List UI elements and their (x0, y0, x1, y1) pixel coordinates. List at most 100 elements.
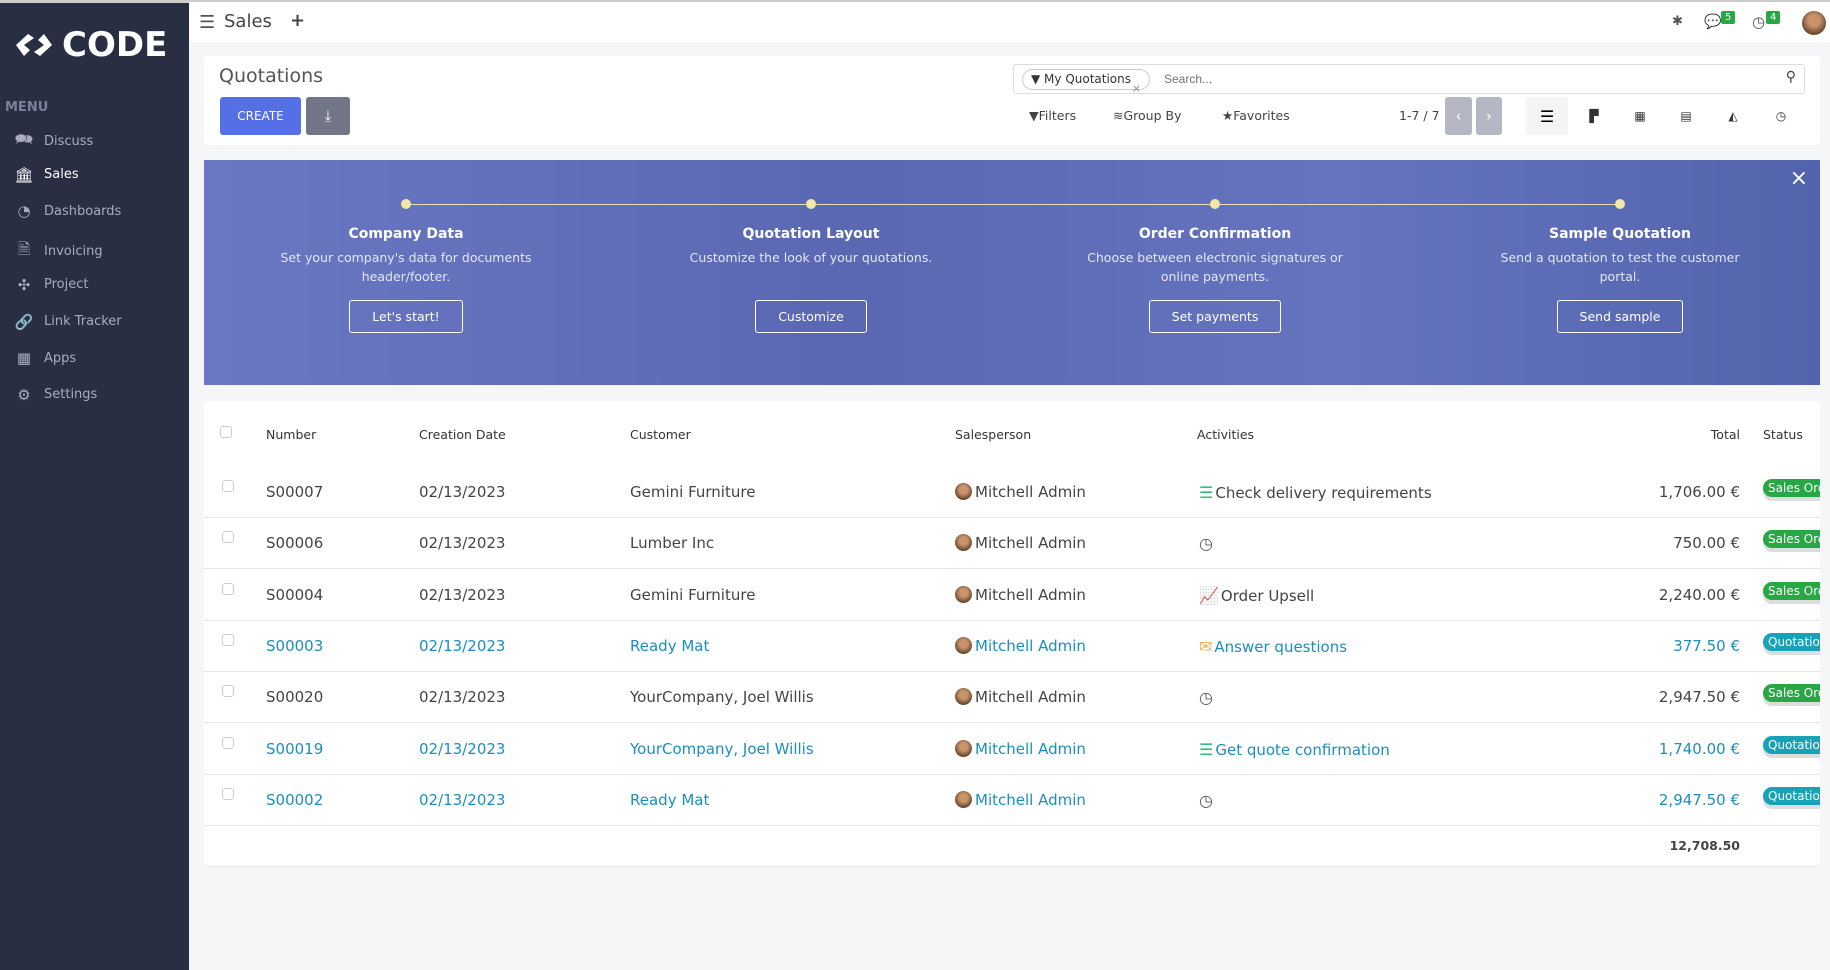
debug-bug-icon[interactable]: ✱ (1672, 14, 1683, 29)
cell-salesperson: Mitchell Admin (975, 585, 1086, 604)
logo[interactable]: CODE (14, 25, 167, 65)
search-input[interactable] (1164, 69, 1764, 89)
cell-date: 02/13/2023 (419, 790, 506, 809)
sidebar-item-link-tracker[interactable]: 🔗 Link Tracker (14, 313, 122, 331)
search-facet[interactable]: ▼ My Quotations × (1022, 69, 1151, 95)
remove-facet-icon[interactable]: × (1131, 82, 1142, 95)
header-status[interactable]: Status (1763, 427, 1803, 442)
graph-view-icon[interactable]: ◭ (1728, 109, 1738, 123)
cell-total: 750.00 € (1673, 534, 1740, 553)
row-checkbox[interactable] (222, 531, 234, 544)
header-creation-date[interactable]: Creation Date (419, 427, 506, 442)
calendar-view-icon[interactable]: ▦ (1634, 109, 1646, 123)
clock-icon[interactable]: ◷ (1199, 790, 1213, 810)
create-button[interactable]: CREATE (220, 97, 301, 135)
sidebar-item-sales[interactable]: 🏛 Sales (14, 165, 78, 184)
onboarding-step: Company Data Set your company's data for… (276, 204, 536, 333)
step-title: Company Data (348, 226, 464, 242)
app-title: Sales (224, 11, 272, 32)
step-button[interactable]: Customize (755, 300, 867, 333)
list-view-icon[interactable]: ☰ (1526, 97, 1568, 135)
sidebar: CODE MENU 🗪 Discuss 🏛 Sales ◔ Dashboards… (0, 0, 189, 970)
row-checkbox[interactable] (222, 633, 234, 646)
cell-customer[interactable]: YourCompany, Joel Willis (630, 688, 814, 707)
cell-activity[interactable]: Answer questions (1214, 637, 1348, 656)
close-banner-icon[interactable]: × (1789, 166, 1808, 191)
kanban-view-icon[interactable]: ▛ (1589, 109, 1599, 123)
sidebar-item-discuss[interactable]: 🗪 Discuss (14, 129, 94, 154)
table-row[interactable]: S00003 02/13/2023 Ready Mat Mitchell Adm… (204, 621, 1820, 672)
cell-number: S00004 (266, 585, 324, 604)
clock-icon[interactable]: ◷ (1199, 534, 1213, 554)
pager-previous-button[interactable]: ‹ (1445, 97, 1472, 135)
cell-activity[interactable]: Get quote confirmation (1215, 740, 1390, 759)
table-row[interactable]: S00019 02/13/2023 YourCompany, Joel Will… (204, 724, 1820, 775)
row-checkbox[interactable] (222, 736, 234, 749)
step-button[interactable]: Send sample (1556, 300, 1684, 333)
cell-date: 02/13/2023 (419, 636, 506, 655)
onboarding-step: Quotation Layout Customize the look of y… (681, 204, 941, 333)
tasks-icon[interactable]: ☰ (1199, 483, 1214, 502)
row-checkbox[interactable] (222, 480, 234, 492)
search-icon[interactable]: ⚲ (1785, 69, 1796, 85)
header-activities[interactable]: Activities (1197, 427, 1255, 442)
invoice-icon: 🗎 (17, 240, 31, 259)
sidebar-item-settings[interactable]: ⚙ Settings (14, 386, 97, 404)
download-button[interactable]: ⤓ (306, 97, 350, 135)
table-row[interactable]: S00007 02/13/2023 Gemini Furniture Mitch… (204, 467, 1820, 518)
activities-clock-icon[interactable]: ◷ (1752, 13, 1766, 31)
envelope-icon[interactable]: ✉ (1199, 636, 1213, 656)
filters-button[interactable]: ▼Filters (1029, 108, 1076, 123)
table-footer-divider (204, 866, 1820, 867)
favorites-button[interactable]: ★Favorites (1222, 108, 1290, 123)
user-avatar[interactable] (1802, 11, 1826, 35)
step-button[interactable]: Set payments (1148, 300, 1282, 333)
group-by-button[interactable]: ≋Group By (1113, 108, 1182, 123)
sidebar-item-apps[interactable]: ▦ Apps (14, 349, 76, 367)
sidebar-item-dashboards[interactable]: ◔ Dashboards (14, 202, 121, 220)
row-checkbox[interactable] (222, 787, 234, 800)
cell-activity[interactable]: Order Upsell (1220, 586, 1315, 605)
row-checkbox[interactable] (222, 685, 234, 698)
cell-customer[interactable]: Gemini Furniture (630, 585, 756, 604)
step-description: Set your company's data for documents he… (280, 250, 532, 284)
salesperson-avatar (955, 483, 972, 500)
table-row[interactable]: S00020 02/13/2023 YourCompany, Joel Will… (204, 672, 1820, 724)
sidebar-item-invoicing[interactable]: 🗎 Invoicing (14, 239, 103, 264)
table-row[interactable]: S00006 02/13/2023 Lumber Inc Mitchell Ad… (204, 518, 1820, 570)
hamburger-menu-icon[interactable]: ☰ (199, 12, 216, 33)
activity-view-icon[interactable]: ◷ (1775, 109, 1787, 123)
bank-icon: 🏛 (14, 165, 34, 184)
header-customer[interactable]: Customer (630, 427, 691, 442)
table-row[interactable]: S00002 02/13/2023 Ready Mat Mitchell Adm… (204, 775, 1820, 826)
cell-customer[interactable]: Gemini Furniture (630, 483, 756, 501)
download-icon: ⤓ (324, 107, 332, 125)
header-number[interactable]: Number (266, 427, 317, 442)
salesperson-avatar (955, 534, 972, 552)
pivot-view-icon[interactable]: ▤ (1680, 109, 1692, 123)
step-button[interactable]: Let's start! (349, 300, 463, 333)
cell-activity[interactable]: Check delivery requirements (1215, 484, 1432, 502)
messages-icon[interactable]: 💬 (1704, 14, 1722, 30)
filter-icon: ▼ (1029, 108, 1039, 123)
cell-customer[interactable]: Ready Mat (630, 790, 710, 809)
grand-total: 12,708.50 (1669, 838, 1740, 853)
sidebar-item-project[interactable]: ✣ Project (14, 276, 89, 294)
header-total[interactable]: Total (1710, 427, 1740, 442)
add-icon[interactable]: + (290, 10, 306, 31)
pager-value[interactable]: 1-7 / 7 (1399, 108, 1440, 123)
cell-customer[interactable]: Lumber Inc (630, 534, 715, 553)
cell-customer[interactable]: YourCompany, Joel Willis (630, 739, 814, 758)
clock-icon[interactable]: ◷ (1199, 688, 1213, 708)
chart-line-icon[interactable]: 📈 (1199, 585, 1219, 605)
cell-customer[interactable]: Ready Mat (630, 636, 710, 655)
pager-next-button[interactable]: › (1476, 97, 1502, 135)
search-bar[interactable]: ▼ My Quotations× ⚲ (1013, 64, 1805, 95)
table-row[interactable]: S00004 02/13/2023 Gemini Furniture Mitch… (204, 570, 1820, 621)
header-salesperson[interactable]: Salesperson (955, 427, 1032, 442)
gauge-icon: ◔ (17, 202, 31, 221)
select-all-checkbox[interactable] (220, 426, 232, 438)
row-checkbox[interactable] (222, 582, 234, 595)
tasks-icon[interactable]: ☰ (1199, 739, 1214, 759)
star-icon: ★ (1222, 108, 1234, 123)
